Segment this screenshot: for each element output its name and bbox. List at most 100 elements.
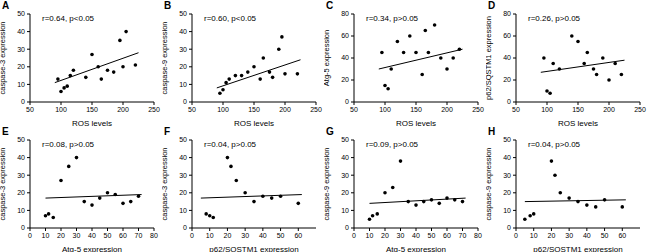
svg-text:20: 20 — [179, 189, 187, 196]
svg-text:50: 50 — [503, 136, 511, 143]
svg-text:30: 30 — [17, 172, 25, 179]
svg-text:70: 70 — [135, 232, 143, 239]
svg-text:30: 30 — [397, 232, 405, 239]
svg-text:Atg-5 expression: Atg-5 expression — [386, 245, 446, 252]
svg-text:p62/SQSTM1 expression: p62/SQSTM1 expression — [486, 16, 493, 100]
svg-text:40: 40 — [17, 28, 25, 35]
svg-text:0: 0 — [21, 98, 25, 105]
svg-text:50: 50 — [179, 10, 187, 17]
svg-text:40: 40 — [503, 54, 511, 61]
svg-text:20: 20 — [503, 189, 511, 196]
svg-text:30: 30 — [179, 172, 187, 179]
svg-text:caspase-9 expression: caspase-9 expression — [324, 148, 331, 221]
svg-text:10: 10 — [206, 232, 214, 239]
svg-text:0: 0 — [190, 232, 194, 239]
svg-text:60: 60 — [119, 232, 127, 239]
svg-text:ROS levels: ROS levels — [396, 119, 436, 126]
svg-text:Atg-5 expression: Atg-5 expression — [324, 30, 331, 86]
svg-text:100: 100 — [55, 106, 67, 113]
svg-text:p62/SQSTM1 expression: p62/SQSTM1 expression — [209, 245, 298, 252]
svg-text:20: 20 — [17, 63, 25, 70]
svg-text:50: 50 — [104, 232, 112, 239]
svg-text:200: 200 — [279, 106, 291, 113]
svg-text:0: 0 — [352, 232, 356, 239]
svg-text:10: 10 — [42, 232, 50, 239]
svg-text:150: 150 — [572, 106, 584, 113]
svg-text:0: 0 — [183, 98, 187, 105]
svg-text:20: 20 — [548, 232, 556, 239]
svg-text:100: 100 — [217, 106, 229, 113]
svg-text:caspase-9 expression: caspase-9 expression — [162, 22, 169, 95]
svg-text:50: 50 — [428, 232, 436, 239]
svg-text:100: 100 — [379, 106, 391, 113]
svg-text:60: 60 — [618, 232, 626, 239]
svg-text:10: 10 — [366, 232, 374, 239]
svg-text:30: 30 — [241, 232, 249, 239]
svg-text:50: 50 — [601, 232, 609, 239]
svg-text:10: 10 — [17, 207, 25, 214]
svg-text:0: 0 — [21, 224, 25, 231]
svg-text:200: 200 — [441, 106, 453, 113]
svg-text:20: 20 — [341, 189, 349, 196]
svg-text:20: 20 — [224, 232, 232, 239]
svg-text:80: 80 — [474, 232, 482, 239]
svg-text:40: 40 — [503, 154, 511, 161]
svg-text:40: 40 — [341, 54, 349, 61]
svg-text:30: 30 — [503, 172, 511, 179]
svg-text:250: 250 — [634, 106, 642, 113]
svg-text:10: 10 — [530, 232, 538, 239]
svg-text:20: 20 — [381, 232, 389, 239]
svg-text:30: 30 — [179, 46, 187, 53]
svg-text:ROS levels: ROS levels — [234, 119, 274, 126]
svg-text:20: 20 — [179, 63, 187, 70]
svg-text:50: 50 — [179, 136, 187, 143]
svg-text:250: 250 — [310, 106, 322, 113]
svg-text:10: 10 — [17, 81, 25, 88]
svg-text:30: 30 — [341, 172, 349, 179]
svg-text:10: 10 — [179, 81, 187, 88]
svg-text:0: 0 — [28, 232, 32, 239]
svg-text:50: 50 — [350, 106, 358, 113]
svg-text:ROS levels: ROS levels — [558, 119, 598, 126]
svg-text:50: 50 — [17, 136, 25, 143]
svg-text:100: 100 — [541, 106, 553, 113]
svg-text:30: 30 — [565, 232, 573, 239]
svg-text:150: 150 — [86, 106, 98, 113]
svg-text:0: 0 — [514, 232, 518, 239]
svg-text:10: 10 — [503, 207, 511, 214]
svg-text:0: 0 — [345, 98, 349, 105]
svg-text:50: 50 — [277, 232, 285, 239]
svg-text:40: 40 — [341, 154, 349, 161]
svg-text:60: 60 — [294, 232, 302, 239]
svg-text:200: 200 — [603, 106, 615, 113]
svg-text:50: 50 — [512, 106, 520, 113]
svg-text:p62/SQSTM1 expression: p62/SQSTM1 expression — [533, 245, 622, 252]
svg-text:80: 80 — [341, 10, 349, 17]
svg-text:40: 40 — [179, 28, 187, 35]
svg-text:250: 250 — [472, 106, 484, 113]
svg-text:Atg-5 expression: Atg-5 expression — [62, 245, 122, 252]
svg-text:200: 200 — [117, 106, 129, 113]
svg-text:20: 20 — [503, 76, 511, 83]
svg-text:60: 60 — [503, 32, 511, 39]
svg-text:20: 20 — [57, 232, 65, 239]
svg-text:40: 40 — [17, 154, 25, 161]
svg-text:20: 20 — [17, 189, 25, 196]
svg-text:40: 40 — [259, 232, 267, 239]
svg-text:30: 30 — [73, 232, 81, 239]
svg-text:10: 10 — [179, 207, 187, 214]
svg-text:40: 40 — [583, 232, 591, 239]
svg-text:0: 0 — [183, 224, 187, 231]
svg-text:50: 50 — [188, 106, 196, 113]
svg-text:caspase-3 expression: caspase-3 expression — [162, 148, 169, 221]
svg-text:60: 60 — [341, 32, 349, 39]
svg-text:10: 10 — [341, 207, 349, 214]
svg-text:150: 150 — [248, 106, 260, 113]
svg-text:30: 30 — [17, 46, 25, 53]
svg-text:60: 60 — [443, 232, 451, 239]
svg-text:50: 50 — [26, 106, 34, 113]
svg-text:20: 20 — [341, 76, 349, 83]
svg-text:ROS levels: ROS levels — [72, 119, 112, 126]
svg-text:caspase-9 expression: caspase-9 expression — [486, 148, 493, 221]
svg-text:150: 150 — [410, 106, 422, 113]
